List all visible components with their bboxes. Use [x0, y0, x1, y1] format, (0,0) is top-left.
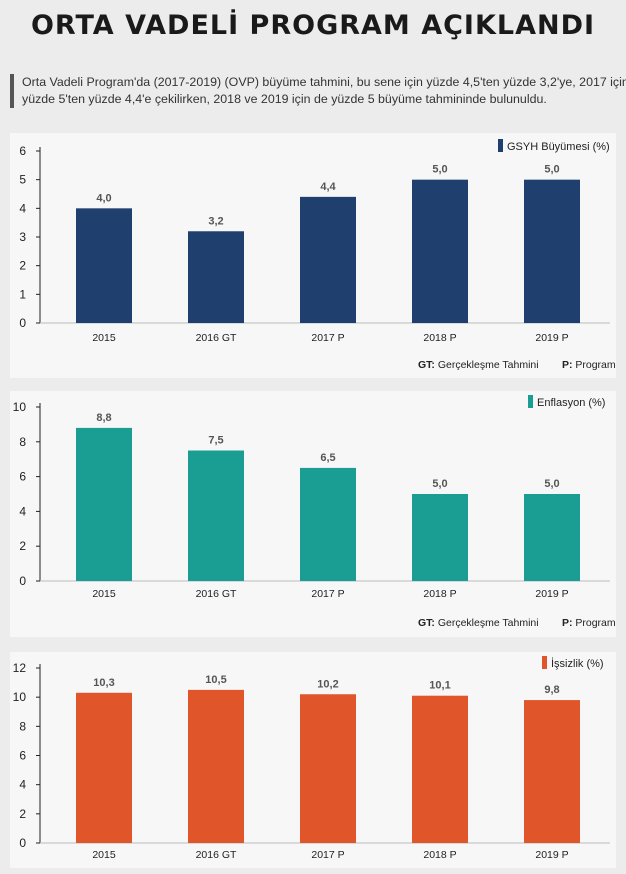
unemployment-chart-panel: 0 2 4 6 8 10 12 10,3 2015 10,5 2016 GT 10,2 2017 P 10…	[10, 652, 616, 868]
bar	[300, 694, 356, 843]
x-tick-label: 2018 P	[423, 849, 456, 861]
bar-value-label: 5,0	[544, 478, 559, 490]
bar-value-label: 10,3	[93, 677, 114, 689]
bar-value-label: 10,2	[317, 678, 338, 690]
gt-key: GT:	[418, 359, 435, 371]
bar	[188, 450, 244, 581]
legend-swatch	[498, 139, 503, 152]
x-tick-label: 2015	[92, 332, 116, 344]
chart-footnote: GT: Gerçekleşme Tahmini P: Program	[418, 617, 616, 629]
x-tick-label: 2017 P	[311, 588, 344, 600]
bar-value-label: 8,8	[96, 412, 111, 424]
y-tick-label: 1	[19, 287, 26, 301]
bar	[412, 179, 468, 323]
y-tick-label: 2	[19, 259, 26, 273]
bar-value-label: 7,5	[208, 435, 223, 447]
p-key: P:	[561, 617, 573, 629]
y-tick-label: 6	[19, 144, 26, 158]
y-tick-label: 3	[19, 230, 26, 244]
bar-value-label: 5,0	[432, 478, 447, 490]
bar-value-label: 10,1	[429, 680, 450, 692]
bar-value-label: 4,4	[320, 181, 336, 193]
gt-text: Gerçekleşme Tahmini	[437, 359, 539, 371]
bar	[188, 689, 244, 843]
x-tick-label: 2016 GT	[196, 588, 237, 600]
gdp-growth-chart-panel: 0 1 2 3 4 5 6 4,0 2015 3,2 2016 GT 4,4 2017 P 5,0 2018…	[10, 133, 616, 378]
bar-value-label: 5,0	[432, 164, 447, 176]
legend-label: İşsizlik (%)	[551, 657, 604, 670]
x-tick-label: 2016 GT	[196, 332, 237, 344]
bar-value-label: 10,5	[205, 674, 226, 686]
p-key: P:	[561, 359, 573, 371]
y-tick-label: 0	[19, 316, 26, 330]
bar	[76, 692, 132, 843]
bar	[524, 179, 580, 323]
x-tick-label: 2018 P	[423, 332, 456, 344]
legend-swatch	[542, 656, 547, 669]
bar	[76, 208, 132, 323]
x-tick-label: 2019 P	[535, 332, 568, 344]
x-tick-label: 2017 P	[311, 849, 344, 861]
y-tick-label: 2	[19, 807, 26, 821]
legend-label: Enflasyon (%)	[537, 397, 605, 409]
x-tick-label: 2018 P	[423, 588, 456, 600]
bar-value-label: 9,8	[544, 684, 559, 696]
bar-value-label: 5,0	[544, 164, 559, 176]
y-tick-label: 12	[13, 661, 27, 675]
y-tick-label: 6	[19, 749, 26, 763]
x-tick-label: 2019 P	[535, 588, 568, 600]
gt-key: GT:	[418, 617, 435, 629]
x-tick-label: 2016 GT	[196, 849, 237, 861]
y-tick-label: 5	[19, 173, 26, 187]
bar	[76, 427, 132, 581]
p-text: Program	[575, 617, 616, 629]
bar-value-label: 4,0	[96, 192, 111, 204]
bar-value-label: 3,2	[208, 215, 223, 227]
x-tick-label: 2015	[92, 849, 116, 861]
bar	[524, 700, 580, 843]
bar	[412, 494, 468, 581]
intro-text: Orta Vadeli Program'da (2017-2019) (OVP)…	[10, 74, 626, 108]
gdp-growth-chart: 0 1 2 3 4 5 6 4,0 2015 3,2 2016 GT 4,4 2017 P 5,0 2018…	[19, 139, 610, 344]
gt-text: Gerçekleşme Tahmini	[437, 617, 539, 629]
x-tick-label: 2017 P	[311, 332, 344, 344]
page-title: ORTA VADELİ PROGRAM AÇIKLANDI	[30, 10, 596, 41]
chart-footnote: GT: Gerçekleşme Tahmini P: Program	[418, 359, 616, 371]
p-text: Program	[575, 359, 616, 371]
y-tick-label: 4	[19, 778, 26, 792]
bar	[300, 467, 356, 581]
inflation-chart: 0 2 4 6 8 10 8,8 2015 7,5 2016 GT 6,5 2017 P 5,0 2018…	[13, 395, 610, 600]
y-tick-label: 8	[19, 719, 26, 733]
legend-label: GSYH Büyümesi (%)	[507, 141, 610, 153]
x-tick-label: 2019 P	[535, 849, 568, 861]
bar	[188, 231, 244, 323]
y-tick-label: 4	[19, 504, 26, 518]
y-tick-label: 10	[13, 690, 27, 704]
y-tick-label: 4	[19, 201, 26, 215]
bar-value-label: 6,5	[320, 452, 335, 464]
y-tick-label: 8	[19, 435, 26, 449]
y-tick-label: 0	[19, 836, 26, 850]
legend-swatch	[528, 395, 533, 408]
y-tick-label: 0	[19, 574, 26, 588]
unemployment-chart: 0 2 4 6 8 10 12 10,3 2015 10,5 2016 GT 10,2 2017 P 10…	[13, 656, 610, 861]
y-tick-label: 2	[19, 539, 26, 553]
x-tick-label: 2015	[92, 588, 116, 600]
inflation-chart-panel: 0 2 4 6 8 10 8,8 2015 7,5 2016 GT 6,5 2017 P 5,0 2018…	[10, 391, 616, 637]
y-tick-label: 10	[13, 400, 27, 414]
bar	[524, 494, 580, 581]
y-tick-label: 6	[19, 470, 26, 484]
bar	[300, 196, 356, 323]
bar	[412, 695, 468, 843]
